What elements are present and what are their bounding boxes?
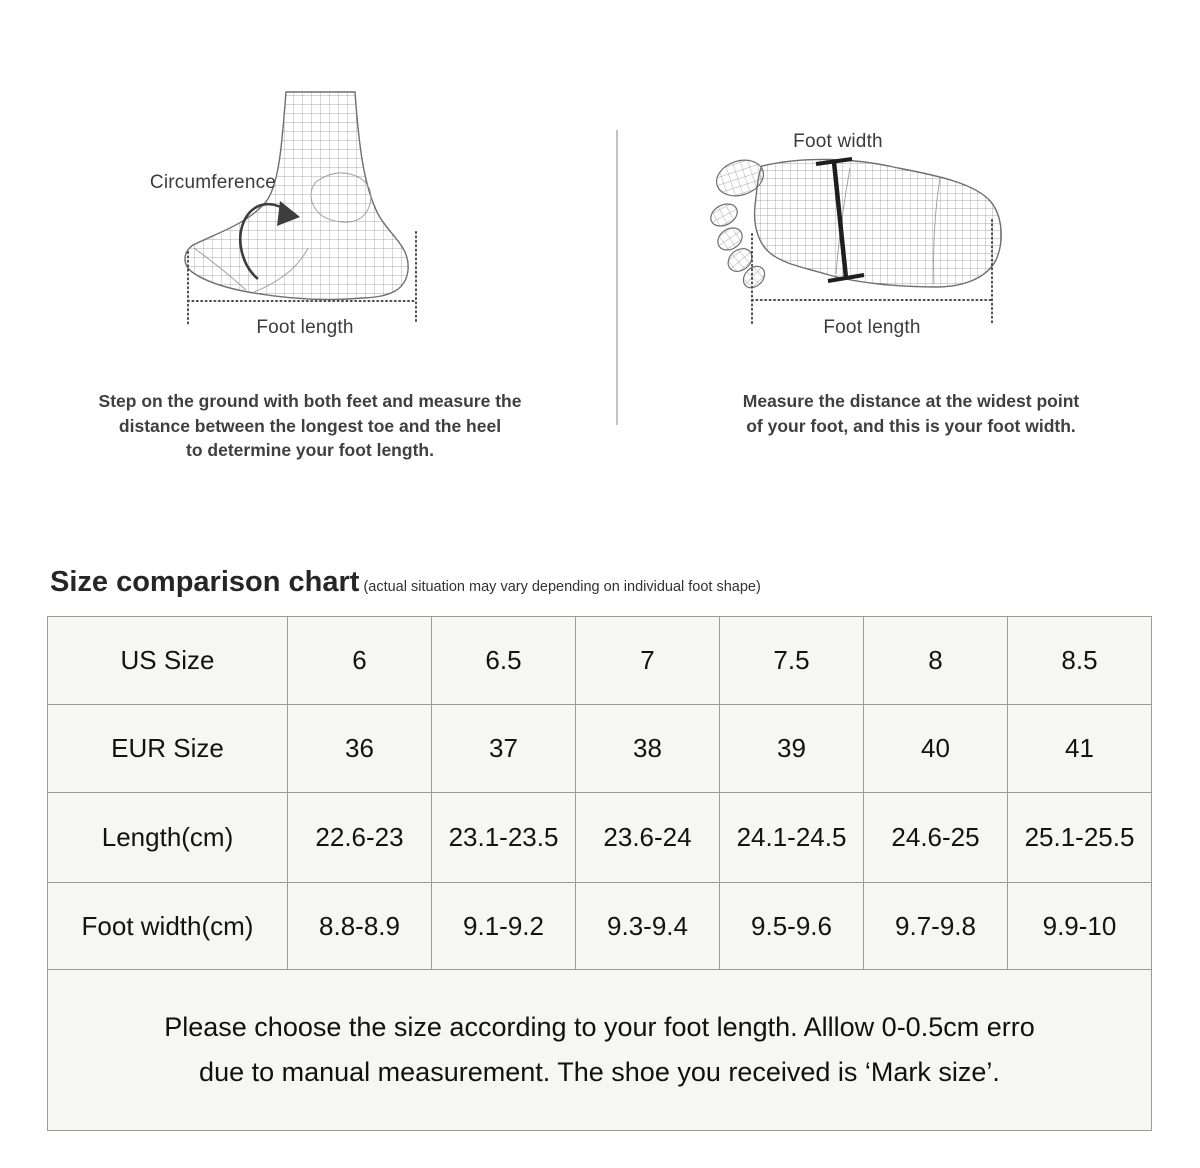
row-label-eur-size: EUR Size	[47, 704, 288, 793]
eur-size-cell-1: 36	[287, 704, 432, 793]
side-foot-illustration	[184, 91, 417, 325]
page-subtitle: (actual situation may vary depending on …	[363, 579, 761, 595]
foot-width-cell-4: 9.5-9.6	[719, 882, 864, 970]
length-cell-6: 25.1-25.5	[1007, 792, 1152, 883]
size-note: Please choose the size according to your…	[47, 969, 1152, 1131]
right-instruction-text: Measure the distance at the widest point…	[661, 389, 1161, 438]
right-instruction-line-1: Measure the distance at the widest point	[742, 391, 1080, 411]
table-note-row: Please choose the size according to your…	[47, 969, 1152, 1131]
table-row-length: Length(cm) 22.6-23 23.1-23.5 23.6-24 24.…	[47, 792, 1152, 883]
top-foot-illustration	[710, 157, 1002, 326]
us-size-cell-5: 8	[863, 616, 1008, 705]
toe-contour	[193, 247, 247, 291]
circumference-label: Circumference	[149, 172, 277, 193]
eur-size-cell-3: 38	[575, 704, 720, 793]
length-cell-2: 23.1-23.5	[431, 792, 576, 883]
foot-width-cell-6: 9.9-10	[1007, 882, 1152, 970]
eur-size-cell-4: 39	[719, 704, 864, 793]
length-cell-5: 24.6-25	[863, 792, 1008, 883]
eur-size-cell-5: 40	[863, 704, 1008, 793]
length-cell-4: 24.1-24.5	[719, 792, 864, 883]
table-row-eur-size: EUR Size 36 37 38 39 40 41	[47, 704, 1152, 793]
arch-contour	[933, 177, 941, 285]
row-label-length: Length(cm)	[47, 792, 288, 883]
size-note-line-2: due to manual measurement. The shoe you …	[199, 1057, 1000, 1087]
us-size-cell-6: 8.5	[1007, 616, 1152, 705]
foot-width-measure-line	[815, 157, 865, 283]
table-row-us-size: US Size 6 6.5 7 7.5 8 8.5	[47, 616, 1152, 705]
toes	[710, 159, 766, 289]
side-foot-outline	[184, 91, 409, 301]
foot-length-label-right: Foot length	[823, 317, 921, 338]
circumference-arrow	[239, 201, 300, 280]
row-label-foot-width: Foot width(cm)	[47, 882, 288, 970]
us-size-cell-1: 6	[287, 616, 432, 705]
diagram-divider	[616, 130, 618, 425]
left-instruction-line-1: Step on the ground with both feet and me…	[98, 391, 522, 411]
row-label-us-size: US Size	[47, 616, 288, 705]
foot-contour	[253, 247, 309, 293]
foot-length-dimension-lines-right	[751, 219, 993, 326]
page-title: Size comparison chart	[50, 566, 360, 598]
foot-width-label: Foot width	[793, 131, 883, 152]
foot-width-cell-1: 8.8-8.9	[287, 882, 432, 970]
top-foot-outline	[753, 158, 1002, 288]
left-instruction-text: Step on the ground with both feet and me…	[60, 389, 560, 463]
us-size-cell-2: 6.5	[431, 616, 576, 705]
ankle-contour	[310, 172, 372, 223]
foot-width-cell-3: 9.3-9.4	[575, 882, 720, 970]
size-comparison-table: US Size 6 6.5 7 7.5 8 8.5 EUR Size 36 37…	[47, 616, 1152, 1131]
us-size-cell-3: 7	[575, 616, 720, 705]
length-cell-1: 22.6-23	[287, 792, 432, 883]
size-note-line-1: Please choose the size according to your…	[164, 1012, 1035, 1042]
left-instruction-line-3: to determine your foot length.	[186, 440, 434, 460]
table-row-foot-width: Foot width(cm) 8.8-8.9 9.1-9.2 9.3-9.4 9…	[47, 882, 1152, 970]
eur-size-cell-6: 41	[1007, 704, 1152, 793]
length-cell-3: 23.6-24	[575, 792, 720, 883]
right-instruction-line-2: of your foot, and this is your foot widt…	[746, 415, 1076, 436]
foot-length-label-left: Foot length	[256, 317, 354, 338]
section-heading: Size comparison chart (actual situation m…	[50, 566, 761, 599]
us-size-cell-4: 7.5	[719, 616, 864, 705]
foot-width-cell-5: 9.7-9.8	[863, 882, 1008, 970]
left-instruction-line-2: distance between the longest toe and the…	[118, 415, 502, 436]
eur-size-cell-2: 37	[431, 704, 576, 793]
foot-width-cell-2: 9.1-9.2	[431, 882, 576, 970]
foot-length-dimension-lines	[187, 231, 417, 325]
